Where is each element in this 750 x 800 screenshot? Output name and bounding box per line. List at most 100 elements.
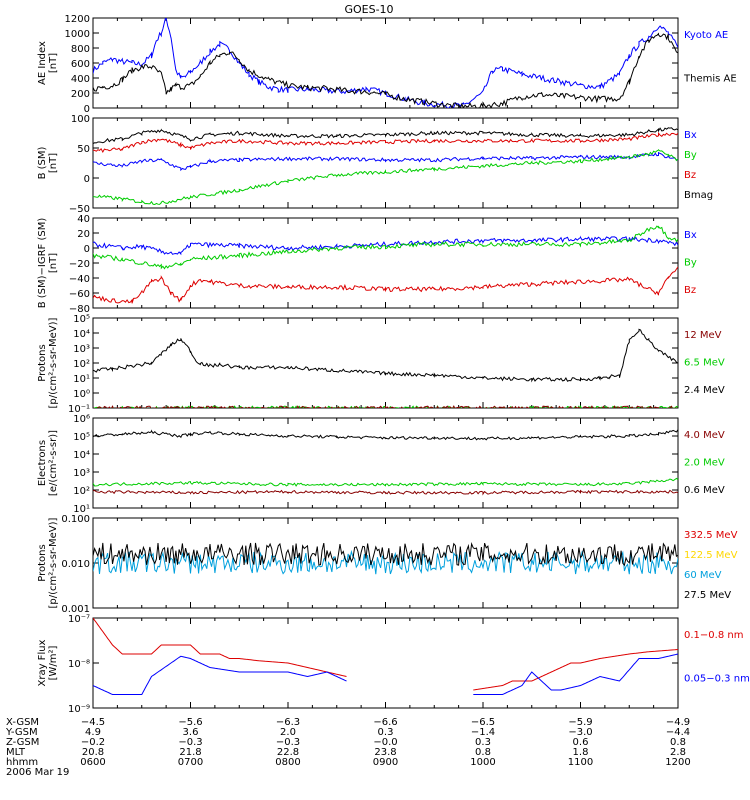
x-axis-row-value: 0.6: [573, 737, 589, 748]
legend-entry: 2.0 MeV: [684, 457, 725, 468]
x-axis-row-value: −0.3: [178, 737, 202, 748]
panel-frame: [92, 617, 679, 709]
legend-entry: Bx: [684, 130, 697, 141]
panel-electrons: 10¹ 10² 10³ 10⁴ 10⁵ 10⁶ Electrons [e/(cm²-s-sr)…: [37, 414, 725, 515]
x-axis-row-value: 21.8: [179, 747, 201, 758]
panel-bres: −80 −60 −40 −20 0 20 40 B (SM)−IGRF (SM) [nT] Bx B…: [37, 214, 697, 315]
y-tick-label: −20: [69, 259, 90, 270]
legend-entry: 122.5 MeV: [684, 550, 738, 561]
series-line-2-0-mev: [93, 477, 678, 487]
legend-entry: 332.5 MeV: [684, 530, 738, 541]
x-axis-row-label: MLT: [6, 747, 26, 758]
y-tick-label: 0.010: [61, 559, 90, 570]
x-axis-row-value: 0700: [178, 757, 203, 768]
y-tick-label: −50: [69, 204, 90, 215]
legend-entry: 0.6 MeV: [684, 485, 725, 496]
series-line-bmag: [93, 127, 678, 145]
legend-entry: 60 MeV: [684, 570, 722, 581]
x-axis-row-value: 22.8: [277, 747, 299, 758]
y-tick-label: 1200: [65, 14, 90, 25]
panel-xray: 10⁻⁹ 10⁻⁸ 10⁻⁷ Xray Flux [W/m²] 0.1−0.8 nm 0.0…: [37, 614, 750, 715]
legend-entry: 0.1−0.8 nm: [684, 630, 743, 641]
panel-hiprotons: 0.001 0.010 0.100 Protons [p/(cm²-s-sr-MeV)]…: [37, 514, 738, 615]
y-tick-label: 0.001: [61, 604, 90, 615]
x-axis-row-value: 1100: [568, 757, 593, 768]
x-axis-row-value: −4.5: [81, 717, 105, 728]
legend-entry: By: [684, 150, 697, 161]
series-group: [93, 18, 678, 108]
legend-entry: 2.4 MeV: [684, 385, 725, 396]
x-axis-row-value: −6.6: [373, 717, 397, 728]
x-axis-ephemeris: X-GSM −4.5 −5.6 −6.3 −6.6 −6.5 −5.9 −4.9 Y-GSM 4.…: [5, 717, 691, 778]
legend-entry: Bz: [684, 170, 696, 181]
x-axis-row-value: −6.3: [276, 717, 300, 728]
x-axis-row-value: 1000: [470, 757, 495, 768]
y-tick-label: 10²: [73, 486, 90, 497]
x-axis-row-label: X-GSM: [6, 717, 39, 728]
x-axis-row-value: −4.4: [666, 727, 690, 738]
legend-entry: By: [684, 257, 697, 268]
series-group: [93, 127, 678, 206]
series-line-by: [93, 148, 678, 206]
y-tick-label: 10⁴: [73, 329, 90, 340]
x-axis-row-value: 0600: [80, 757, 105, 768]
panel-frame: [92, 117, 679, 209]
legend-entry: 6.5 MeV: [684, 357, 725, 368]
series-line-by: [93, 225, 678, 270]
x-axis-row-value: 3.6: [183, 727, 199, 738]
legend-entry: 27.5 MeV: [684, 590, 731, 601]
series-line-bx: [93, 235, 678, 256]
x-axis-row-value: 0800: [275, 757, 300, 768]
x-axis-row-value: −0.2: [81, 737, 105, 748]
figure-title: GOES-10: [344, 3, 393, 16]
legend-entry: 12 MeV: [684, 330, 722, 341]
y-axis-label: Xray Flux: [37, 639, 48, 686]
y-tick-label: 50: [77, 144, 90, 155]
x-axis-row-value: 0900: [373, 757, 398, 768]
x-axis-row-value: 2.8: [670, 747, 686, 758]
y-tick-label: 10⁻⁷: [68, 614, 90, 625]
x-axis-row-value: 0.3: [475, 737, 491, 748]
y-tick-label: 10⁻¹: [68, 404, 90, 415]
y-tick-label: 0: [84, 104, 90, 115]
y-tick-label: 10³: [73, 468, 90, 479]
y-axis-label: Protons: [37, 344, 48, 381]
x-axis-row-value: −6.5: [471, 717, 495, 728]
panel-protons: 10⁻¹ 10⁰ 10¹ 10² 10³ 10⁴ 10⁵ Protons [p/(cm²-s-s…: [37, 314, 725, 415]
y-tick-label: 200: [71, 89, 90, 100]
y-tick-label: 600: [71, 59, 90, 70]
y-tick-label: 20: [77, 229, 90, 240]
x-axis-row-value: −5.6: [178, 717, 202, 728]
y-axis-unit: [p/(cm²-s-sr-MeV)]: [48, 517, 59, 608]
series-line-0-05-0-3-nm: [93, 653, 678, 695]
series-group: [93, 429, 678, 496]
x-axis-row-value: 0.8: [670, 737, 686, 748]
y-tick-label: 100: [71, 114, 90, 125]
y-tick-label: 10⁻⁹: [68, 704, 90, 715]
y-axis-unit: [e/(cm²-s-sr)]: [48, 430, 59, 496]
y-axis-unit: [nT]: [48, 53, 59, 73]
y-tick-label: 10⁵: [73, 314, 90, 325]
series-line-bx: [93, 151, 678, 172]
legend-entry: Kyoto AE: [684, 30, 728, 41]
series-line-bz: [93, 266, 678, 304]
y-axis-label: B (SM): [37, 146, 48, 179]
x-axis-row-value: −5.9: [568, 717, 592, 728]
y-tick-label: 40: [77, 214, 90, 225]
x-axis-row-value: 0.3: [378, 727, 394, 738]
x-axis-row-value: −4.9: [666, 717, 690, 728]
y-tick-label: 800: [71, 44, 90, 55]
series-group: [93, 328, 678, 408]
legend-entry: Themis AE: [683, 74, 737, 85]
x-axis-row-value: 23.8: [374, 747, 396, 758]
y-tick-label: 10⁻⁸: [68, 659, 90, 670]
y-axis-unit: [p/(cm²-s-sr-MeV)]: [48, 317, 59, 408]
y-axis-label: Electrons: [37, 440, 48, 486]
series-line-0-6-mev: [93, 429, 678, 441]
y-axis-unit: [nT]: [48, 253, 59, 273]
y-tick-label: 10⁰: [73, 389, 90, 400]
x-axis-row-value: 20.8: [82, 747, 104, 758]
series-line-themis-ae: [93, 32, 678, 108]
series-line-0-1-0-8-nm: [93, 618, 678, 691]
y-tick-label: 10¹: [73, 374, 90, 385]
